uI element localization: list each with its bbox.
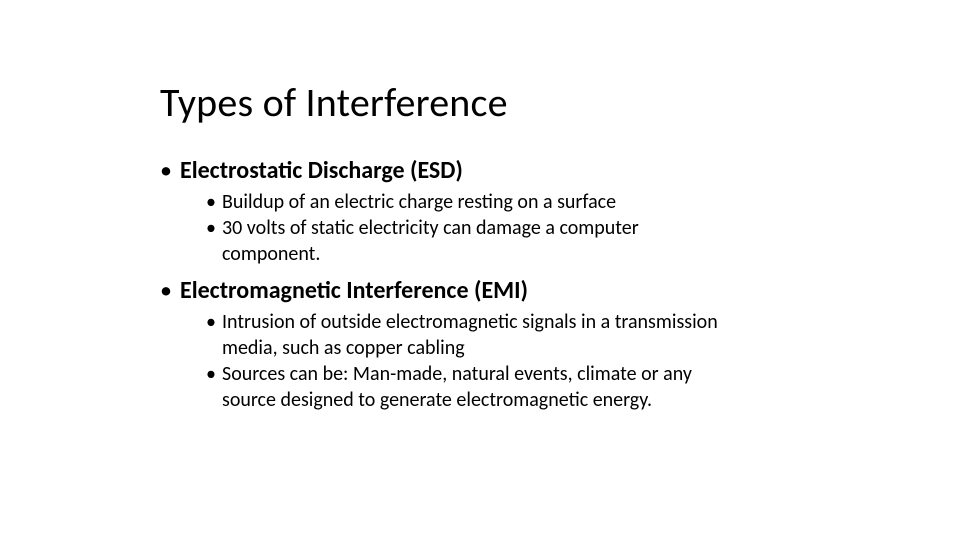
sub-bullet-list: Intrusion of outside electromagnetic sig… (180, 309, 840, 413)
bullet-item-esd: Electrostatic Discharge (ESD) Buildup of… (160, 155, 840, 267)
slide: Types of Interference Electrostatic Disc… (0, 0, 960, 540)
bullet-item-emi: Electromagnetic Interference (EMI) Intru… (160, 275, 840, 413)
sub-bullet-item: Sources can be: Man-made, natural events… (206, 361, 840, 413)
sub-bullet-item: Buildup of an electric charge resting on… (206, 189, 840, 215)
sub-bullet-item: Intrusion of outside electromagnetic sig… (206, 309, 840, 361)
bullet-list: Electrostatic Discharge (ESD) Buildup of… (160, 155, 840, 413)
sub-bullet-text: Buildup of an electric charge resting on… (222, 189, 616, 215)
sub-bullet-text: 30 volts of static electricity can damag… (222, 215, 722, 267)
sub-bullet-item: 30 volts of static electricity can damag… (206, 215, 840, 267)
sub-bullet-text: Sources can be: Man-made, natural events… (222, 361, 722, 413)
sub-bullet-text: Intrusion of outside electromagnetic sig… (222, 309, 722, 361)
sub-bullet-list: Buildup of an electric charge resting on… (180, 189, 840, 267)
slide-title: Types of Interference (160, 78, 840, 127)
bullet-text: Electromagnetic Interference (EMI) (180, 276, 528, 305)
bullet-text: Electrostatic Discharge (ESD) (180, 156, 463, 185)
